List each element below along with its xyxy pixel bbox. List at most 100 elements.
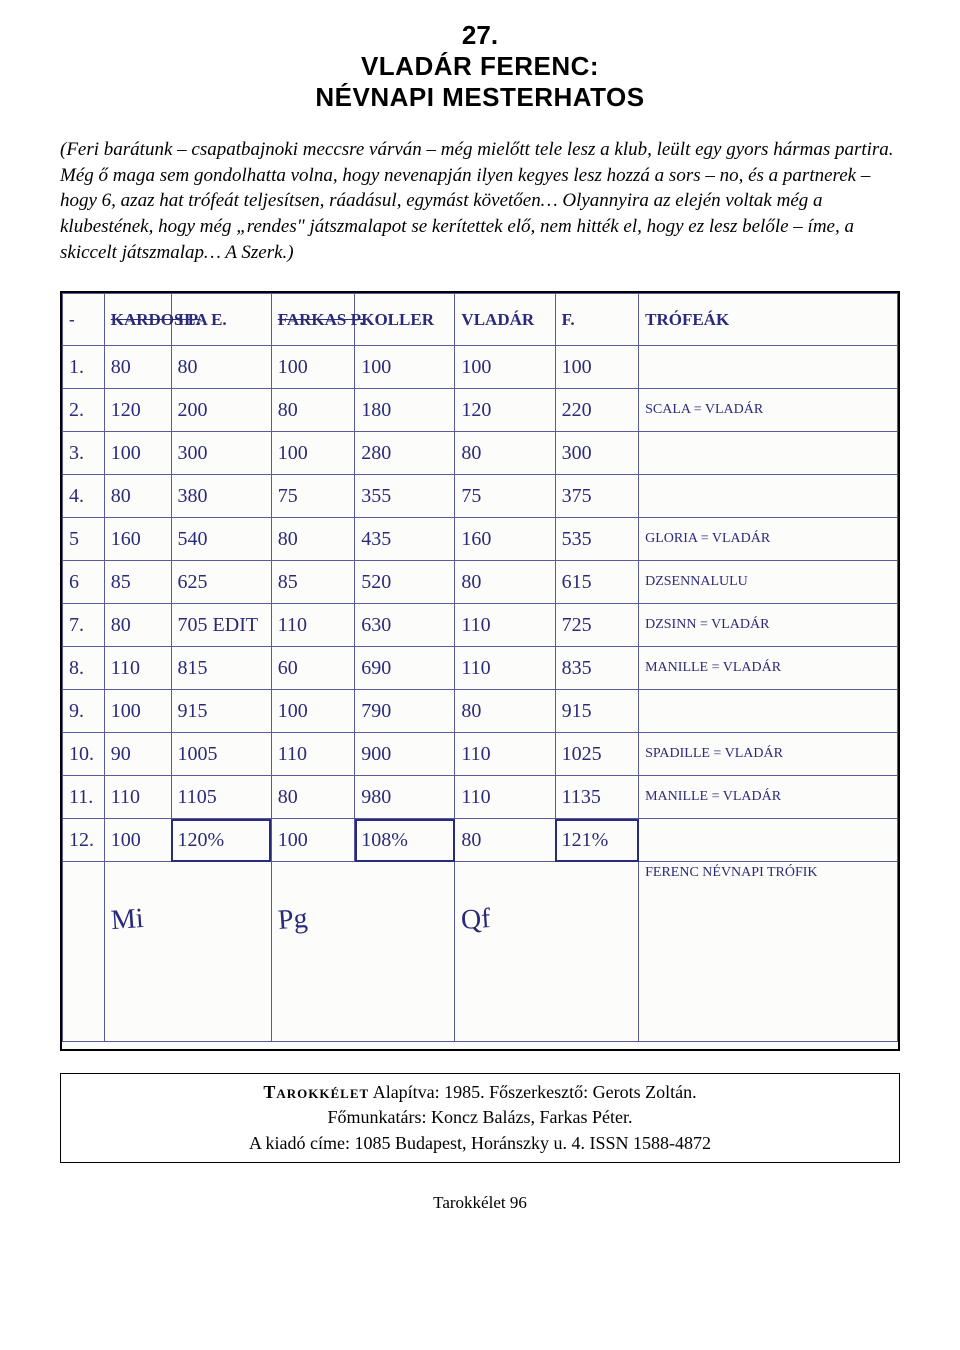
cell-c1: 100 (455, 346, 555, 389)
cell-a1: 160 (104, 518, 171, 561)
cell-a1: 85 (104, 561, 171, 604)
hdr-note: TRÓFEÁK (639, 294, 898, 346)
hdr-p1a: KARDOS P. (104, 294, 171, 346)
hdr-p1b: ILA E. (171, 294, 271, 346)
cell-c1: 80 (455, 690, 555, 733)
sig-1: Mi (104, 862, 271, 1042)
cell-b2: 435 (355, 518, 455, 561)
sig-3: Qf (455, 862, 639, 1042)
cell-b2: 180 (355, 389, 455, 432)
cell-a1: 90 (104, 733, 171, 776)
cell-a1: 80 (104, 604, 171, 647)
cell-c2: 535 (555, 518, 639, 561)
scoresheet: - KARDOS P. ILA E. FARKAS P. KOLLER VLAD… (60, 291, 900, 1051)
cell-note: DZSENNALULU (639, 561, 898, 604)
hdr-p2b: KOLLER (355, 294, 455, 346)
cell-b1: 85 (271, 561, 355, 604)
cell-c2: 725 (555, 604, 639, 647)
cell-c1: 80 (455, 561, 555, 604)
cell-c1: 110 (455, 647, 555, 690)
table-row: 9.10091510079080915 (63, 690, 898, 733)
imprint-line2: Főmunkatárs: Koncz Balázs, Farkas Péter. (71, 1105, 889, 1130)
cell-c1: 110 (455, 776, 555, 819)
cell-note: MANILLE = VLADÁR (639, 776, 898, 819)
sig-2: Pg (271, 862, 455, 1042)
cell-c1: 110 (455, 604, 555, 647)
cell-n: 12. (63, 819, 105, 862)
cell-b2: 108% (355, 819, 455, 862)
cell-n: 7. (63, 604, 105, 647)
cell-b2: 790 (355, 690, 455, 733)
cell-b2: 280 (355, 432, 455, 475)
table-row: 4.803807535575375 (63, 475, 898, 518)
cell-n: 8. (63, 647, 105, 690)
cell-a1: 80 (104, 475, 171, 518)
cell-a2: 200 (171, 389, 271, 432)
cell-b1: 80 (271, 518, 355, 561)
cell-b1: 60 (271, 647, 355, 690)
cell-a1: 110 (104, 776, 171, 819)
cell-b1: 100 (271, 346, 355, 389)
cell-c2: 915 (555, 690, 639, 733)
cell-n: 9. (63, 690, 105, 733)
hdr-p3a: VLADÁR (455, 294, 555, 346)
hdr-p2a: FARKAS P. (271, 294, 355, 346)
cell-a2: 380 (171, 475, 271, 518)
cell-c2: 835 (555, 647, 639, 690)
cell-c1: 120 (455, 389, 555, 432)
cell-c1: 80 (455, 432, 555, 475)
cell-b1: 110 (271, 604, 355, 647)
cell-c1: 75 (455, 475, 555, 518)
cell-n: 3. (63, 432, 105, 475)
sig-note: FERENC NÉVNAPI TRÓFIK (639, 862, 898, 1042)
cell-a2: 915 (171, 690, 271, 733)
cell-n: 2. (63, 389, 105, 432)
cell-a2: 1005 (171, 733, 271, 776)
cell-c2: 615 (555, 561, 639, 604)
cell-b2: 630 (355, 604, 455, 647)
cell-n: 5 (63, 518, 105, 561)
table-row: 7.80705 EDIT110630110725DZSINN = VLADÁR (63, 604, 898, 647)
cell-a1: 100 (104, 690, 171, 733)
cell-c2: 100 (555, 346, 639, 389)
cell-a2: 625 (171, 561, 271, 604)
cell-a2: 300 (171, 432, 271, 475)
cell-n: 4. (63, 475, 105, 518)
cell-b2: 690 (355, 647, 455, 690)
signature-row: Mi Pg Qf FERENC NÉVNAPI TRÓFIK (63, 862, 898, 1042)
cell-b1: 110 (271, 733, 355, 776)
cell-b2: 100 (355, 346, 455, 389)
page-footer: Tarokkélet 96 (60, 1193, 900, 1213)
cell-a1: 100 (104, 819, 171, 862)
cell-a2: 1105 (171, 776, 271, 819)
cell-a2: 705 EDIT (171, 604, 271, 647)
cell-n: 6 (63, 561, 105, 604)
cell-c1: 110 (455, 733, 555, 776)
cell-a1: 80 (104, 346, 171, 389)
cell-note: SPADILLE = VLADÁR (639, 733, 898, 776)
score-table: - KARDOS P. ILA E. FARKAS P. KOLLER VLAD… (62, 293, 898, 1042)
cell-n: 10. (63, 733, 105, 776)
cell-b2: 520 (355, 561, 455, 604)
imprint-box: Tarokkélet Alapítva: 1985. Főszerkesztő:… (60, 1073, 900, 1163)
cell-c2: 220 (555, 389, 639, 432)
cell-note: GLORIA = VLADÁR (639, 518, 898, 561)
article-number: 27. (60, 20, 900, 51)
table-row: 10.9010051109001101025SPADILLE = VLADÁR (63, 733, 898, 776)
cell-note (639, 690, 898, 733)
cell-note (639, 432, 898, 475)
cell-a1: 100 (104, 432, 171, 475)
cell-b2: 980 (355, 776, 455, 819)
cell-b1: 75 (271, 475, 355, 518)
table-row: 6856258552080615DZSENNALULU (63, 561, 898, 604)
cell-note (639, 475, 898, 518)
cell-c2: 121% (555, 819, 639, 862)
cell-b1: 100 (271, 819, 355, 862)
cell-b1: 80 (271, 389, 355, 432)
intro-paragraph: (Feri barátunk – csapatbajnoki meccsre v… (60, 137, 900, 265)
article-author: VLADÁR FERENC: (60, 51, 900, 82)
cell-a1: 120 (104, 389, 171, 432)
cell-n: 11. (63, 776, 105, 819)
hdr-p3b: F. (555, 294, 639, 346)
table-row: 11.1101105809801101135MANILLE = VLADÁR (63, 776, 898, 819)
